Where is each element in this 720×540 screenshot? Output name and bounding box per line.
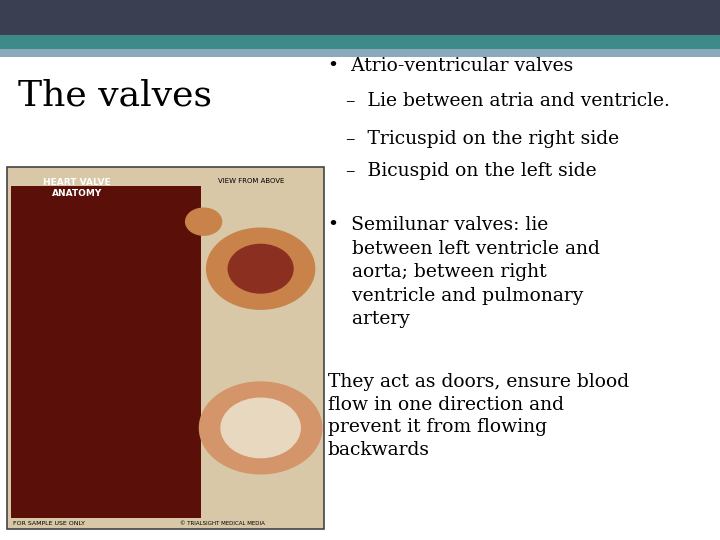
Bar	[0, 49, 720, 57]
Circle shape	[228, 245, 293, 293]
Circle shape	[221, 398, 300, 457]
Text: FOR SAMPLE USE ONLY: FOR SAMPLE USE ONLY	[13, 521, 85, 526]
Text: © TRIALSIGHT MEDICAL MEDIA: © TRIALSIGHT MEDICAL MEDIA	[180, 521, 265, 526]
Text: •  Semilunar valves: lie
    between left ventricle and
    aorta; between right: • Semilunar valves: lie between left ven…	[328, 216, 600, 328]
Circle shape	[207, 228, 315, 309]
Text: They act as doors, ensure blood
flow in one direction and
prevent it from flowin: They act as doors, ensure blood flow in …	[328, 373, 629, 460]
Text: VIEW FROM ABOVE: VIEW FROM ABOVE	[218, 178, 284, 184]
Text: •  Atrio-ventricular valves: • Atrio-ventricular valves	[328, 57, 573, 75]
Bar	[11, 186, 201, 518]
Text: HEART VALVE
ANATOMY: HEART VALVE ANATOMY	[43, 178, 111, 198]
Text: –  Bicuspid on the left side: – Bicuspid on the left side	[346, 162, 596, 180]
Bar	[0, 35, 720, 49]
Text: –  Lie between atria and ventricle.: – Lie between atria and ventricle.	[346, 92, 670, 110]
Circle shape	[186, 208, 222, 235]
Bar	[0, 0, 720, 35]
Text: The valves: The valves	[18, 78, 212, 112]
Circle shape	[199, 382, 322, 474]
Bar	[7, 167, 324, 529]
Text: –  Tricuspid on the right side: – Tricuspid on the right side	[346, 130, 618, 147]
